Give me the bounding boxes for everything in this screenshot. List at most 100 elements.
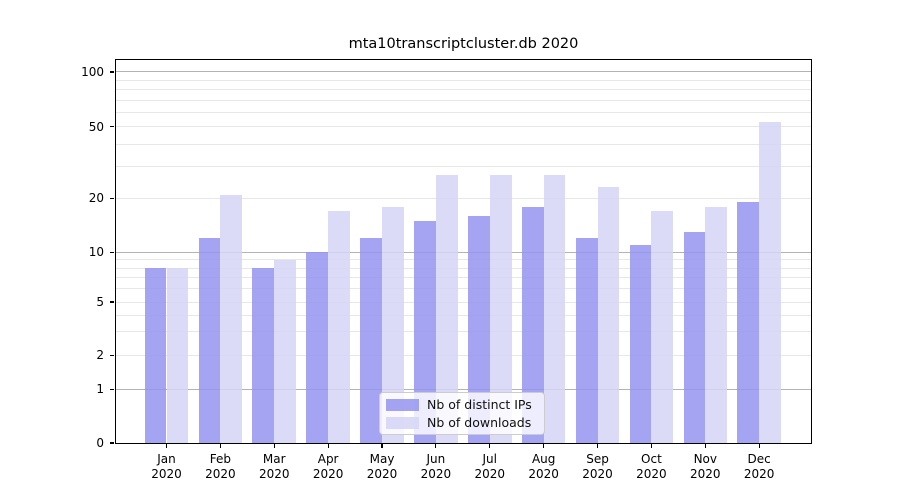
x-tick-month: Mar	[262, 452, 286, 466]
x-tick-mark	[758, 444, 760, 448]
x-tick-label-dec: Dec 2020	[729, 452, 789, 481]
bar-downloads-mar	[274, 259, 297, 443]
gridline-major	[116, 71, 811, 73]
gridline-minor	[116, 111, 811, 113]
legend-swatch-distinct-ips	[386, 398, 419, 411]
bar-downloads-nov	[705, 206, 728, 443]
bar-downloads-apr	[328, 210, 350, 443]
gridline-minor	[116, 99, 811, 101]
x-tick-label-feb: Feb 2020	[190, 452, 250, 481]
x-tick-mark	[650, 444, 652, 448]
bar-distinct-ips-mar	[252, 268, 275, 443]
x-tick-month: Nov	[693, 452, 717, 466]
x-tick-label-sep: Sep 2020	[568, 452, 628, 481]
x-tick-mark	[489, 444, 491, 448]
gridline-minor	[116, 314, 811, 316]
x-tick-label-may: May 2020	[352, 452, 412, 481]
gridline-minor	[116, 277, 811, 279]
gridline-minor	[116, 166, 811, 168]
legend-label-downloads: Nb of downloads	[427, 415, 532, 430]
y-tick-label: 2	[96, 348, 104, 363]
bar-downloads-may	[382, 206, 404, 443]
x-tick-mark	[165, 444, 168, 448]
x-tick-mark	[273, 444, 275, 448]
bar-distinct-ips-oct	[629, 244, 652, 443]
bar-distinct-ips-feb	[198, 238, 221, 443]
x-tick-month: Apr	[317, 452, 339, 466]
x-tick-year: 2020	[582, 466, 613, 481]
y-tick-label: 5	[96, 295, 104, 310]
x-tick-year: 2020	[690, 466, 721, 481]
x-tick-month: Feb	[209, 452, 231, 466]
x-tick-month: Jun	[426, 452, 446, 466]
x-tick-month: Oct	[641, 452, 662, 466]
legend-entry-distinct-ips: Nb of distinct IPs	[386, 397, 538, 412]
y-tick-mark	[110, 197, 114, 199]
x-tick-month: Jul	[482, 452, 497, 466]
x-tick-year: 2020	[151, 466, 182, 481]
x-tick-year: 2020	[474, 466, 506, 481]
bar-distinct-ips-may	[360, 238, 383, 443]
y-tick-mark	[110, 442, 114, 444]
y-tick-mark	[110, 354, 114, 356]
x-tick-year: 2020	[366, 466, 398, 481]
legend-label-distinct-ips: Nb of distinct IPs	[427, 397, 532, 412]
x-tick-mark	[381, 444, 383, 448]
bar-distinct-ips-apr	[306, 252, 329, 443]
plot-area	[115, 59, 812, 444]
gridline-minor	[116, 89, 811, 91]
gridline-minor	[116, 301, 811, 303]
y-tick-label: 20	[88, 191, 104, 206]
x-tick-month: Sep	[586, 452, 609, 466]
bar-distinct-ips-sep	[575, 238, 598, 443]
x-tick-mark	[219, 444, 221, 448]
x-tick-label-jan: Jan 2020	[137, 452, 197, 481]
x-tick-mark	[543, 444, 545, 448]
bar-distinct-ips-jan	[144, 268, 167, 443]
y-tick-mark	[110, 251, 114, 253]
x-tick-month: May	[369, 452, 395, 466]
legend-entry-downloads: Nb of downloads	[386, 415, 538, 430]
x-tick-year: 2020	[312, 466, 344, 481]
x-tick-label-aug: Aug 2020	[514, 452, 574, 481]
gridline-minor	[116, 143, 811, 145]
x-tick-mark	[704, 444, 706, 448]
x-tick-mark	[596, 444, 599, 448]
y-tick-mark	[110, 388, 114, 391]
x-tick-mark	[435, 444, 437, 448]
gridline-minor	[116, 126, 811, 128]
y-tick-label: 0	[96, 436, 104, 450]
bar-downloads-jan	[166, 268, 189, 443]
gridline-major	[116, 388, 811, 390]
x-tick-year: 2020	[528, 466, 559, 481]
x-tick-label-jul: Jul 2020	[460, 452, 520, 481]
bar-distinct-ips-jul	[467, 215, 490, 443]
gridline-major	[116, 251, 811, 253]
x-tick-year: 2020	[743, 466, 775, 481]
y-tick-mark	[110, 71, 114, 73]
bar-downloads-dec	[759, 122, 781, 443]
gridline-minor	[116, 259, 811, 261]
y-tick-label: 1	[96, 382, 104, 397]
bar-downloads-aug	[543, 174, 566, 443]
y-tick-mark	[110, 126, 114, 128]
bar-distinct-ips-aug	[521, 206, 544, 443]
x-tick-year: 2020	[636, 466, 667, 481]
y-tick-label: 100	[81, 64, 104, 79]
x-tick-month: Aug	[531, 452, 556, 466]
bar-downloads-feb	[220, 194, 243, 443]
gridline-minor	[116, 354, 811, 356]
gridline-minor	[116, 267, 811, 269]
gridline-minor	[116, 331, 811, 333]
gridline-minor	[116, 197, 811, 199]
x-tick-label-apr: Apr 2020	[298, 452, 358, 481]
x-tick-year: 2020	[205, 466, 236, 481]
legend-swatch-downloads	[386, 416, 419, 429]
bar-downloads-oct	[651, 210, 674, 443]
x-tick-month: Dec	[747, 452, 771, 466]
bar-distinct-ips-dec	[737, 202, 760, 443]
gridline-minor	[116, 79, 811, 81]
gridline-minor	[116, 288, 811, 290]
x-tick-year: 2020	[420, 466, 452, 481]
